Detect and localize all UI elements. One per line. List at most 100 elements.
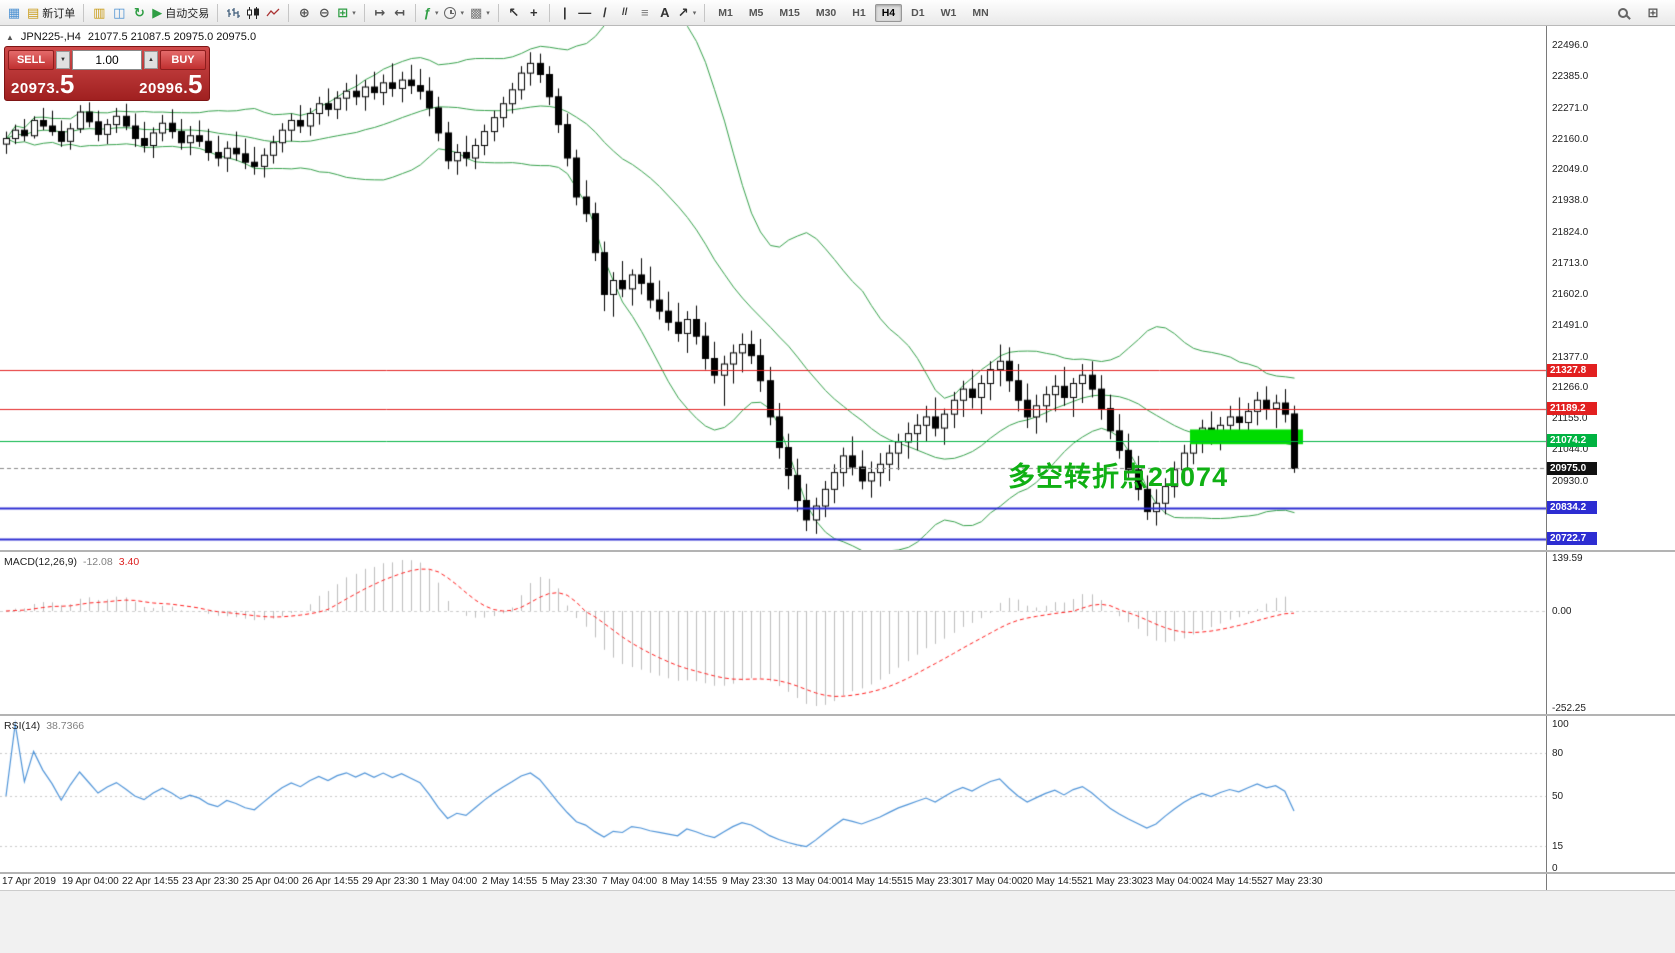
time-axis-label: 8 May 14:55 bbox=[662, 876, 718, 887]
time-axis-label: 24 May 14:55 bbox=[1202, 876, 1263, 887]
time-axis-label: 2 May 14:55 bbox=[482, 876, 538, 887]
timeframe-m5-button[interactable]: M5 bbox=[748, 6, 764, 19]
charts-bar-icon[interactable]: ▥ bbox=[93, 4, 106, 20]
toolbar-separator bbox=[83, 3, 85, 22]
timeframe-mn-button[interactable]: MN bbox=[972, 6, 989, 19]
sell-price-big-digit: 5 bbox=[59, 69, 75, 99]
rsi-name: RSI(14) bbox=[4, 720, 41, 732]
macd-name: MACD(12,26,9) bbox=[4, 556, 77, 568]
price-axis-label: 21602.0 bbox=[1552, 288, 1589, 300]
indicators-icon[interactable]: ƒ ▾ bbox=[423, 5, 439, 20]
rsi-axis-label: 80 bbox=[1552, 747, 1564, 759]
volume-decrease-button[interactable]: ▼ bbox=[56, 51, 70, 69]
price-axis-label: 22160.0 bbox=[1552, 133, 1589, 145]
macd-axis-label: -252.25 bbox=[1552, 703, 1586, 714]
price-axis-label: 21377.0 bbox=[1552, 351, 1589, 363]
timeframe-w1-button[interactable]: W1 bbox=[940, 6, 957, 19]
window-icon[interactable]: ▦ bbox=[7, 4, 21, 20]
arrows-icon[interactable]: ↗ ▾ bbox=[677, 4, 697, 20]
zoom-out-icon[interactable]: ⊖ bbox=[318, 4, 330, 20]
chart-shift-icon[interactable]: ↤ bbox=[394, 4, 406, 20]
profiles-icon[interactable]: ◫ bbox=[113, 4, 126, 20]
price-axis-label: 22049.0 bbox=[1552, 164, 1589, 176]
time-axis-label: 23 Apr 23:30 bbox=[182, 876, 239, 887]
buy-price-main: 20996. bbox=[139, 80, 189, 97]
buy-price-big-digit: 5 bbox=[188, 69, 203, 99]
rsi-axis-label: 50 bbox=[1552, 791, 1564, 802]
time-axis-label: 19 Apr 04:00 bbox=[62, 876, 119, 887]
buy-button[interactable]: BUY bbox=[160, 50, 206, 70]
time-axis-label: 1 May 04:00 bbox=[422, 876, 478, 887]
time-axis-label: 29 Apr 23:30 bbox=[362, 876, 419, 887]
timeframe-m15-button[interactable]: M15 bbox=[779, 6, 800, 19]
new-chart-icon[interactable]: ⊞ bbox=[1647, 4, 1659, 20]
macd-indicator-label: MACD(12,26,9) -12.08 3.40 bbox=[4, 556, 139, 568]
bar-chart-icon[interactable] bbox=[223, 3, 243, 23]
toolbar-separator bbox=[548, 3, 550, 22]
zoom-in-icon[interactable]: ⊕ bbox=[298, 4, 310, 20]
line-chart-icon[interactable] bbox=[263, 3, 283, 23]
price-axis-label: 21713.0 bbox=[1552, 257, 1589, 269]
autotrading-button[interactable]: ▶ 自动交易 bbox=[152, 4, 210, 20]
tile-windows-icon[interactable]: ⊞ ▾ bbox=[337, 4, 356, 20]
price-axis-label: 21155.0 bbox=[1552, 413, 1588, 425]
macd-signal-value: 3.40 bbox=[118, 556, 140, 568]
channel-icon[interactable]: // bbox=[622, 7, 628, 18]
timeframe-m1-button[interactable]: M1 bbox=[718, 6, 733, 19]
one-click-trading-panel: SELL ▼ ▲ BUY 20973.5 20996.5 bbox=[4, 46, 210, 101]
time-axis-label: 17 May 04:00 bbox=[962, 876, 1023, 887]
fibonacci-icon[interactable]: ≡ bbox=[641, 5, 649, 20]
price-chart-canvas[interactable] bbox=[0, 26, 1546, 550]
new-order-button[interactable]: ▤ 新订单 bbox=[27, 4, 76, 20]
rsi-indicator-label: RSI(14) 38.7366 bbox=[4, 720, 84, 732]
time-axis-label: 22 Apr 14:55 bbox=[122, 876, 179, 887]
text-icon[interactable]: A bbox=[660, 5, 670, 20]
time-axis-label: 27 May 23:30 bbox=[1262, 876, 1323, 887]
timeframe-h1-button[interactable]: H1 bbox=[852, 6, 866, 19]
rsi-value: 38.7366 bbox=[46, 720, 85, 732]
one-click-toggle-arrow[interactable]: ▲ bbox=[6, 32, 14, 42]
toolbar: ▦ ▤ 新订单 ▥ ◫ ↻ ▶ 自动交易 ⊕ ⊖ ⊞ ▾ ↦ ↤ ƒ ▾ ▾ ▩ ▾ ↖ + | — ///≡ A ↗ ▾ M1 M5 M… bbox=[0, 0, 1675, 26]
price-axis-label: 21266.0 bbox=[1552, 382, 1589, 394]
timeframe-h4-button[interactable]: H4 bbox=[874, 3, 903, 22]
timeframe-m30-button[interactable]: M30 bbox=[815, 6, 837, 19]
cursor-icon[interactable]: ↖ bbox=[508, 4, 520, 20]
symbol-info: ▲ JPN225-,H4 21077.5 21087.5 20975.0 209… bbox=[6, 31, 256, 43]
panel-splitter[interactable] bbox=[0, 714, 1675, 716]
volume-input[interactable] bbox=[72, 50, 142, 70]
sell-button[interactable]: SELL bbox=[8, 50, 54, 70]
time-axis-label: 7 May 04:00 bbox=[602, 876, 658, 887]
templates-icon[interactable]: ▩ ▾ bbox=[469, 4, 490, 20]
search-icon[interactable] bbox=[1615, 3, 1635, 23]
trendline-icon[interactable]: / bbox=[602, 5, 607, 20]
periods-icon[interactable]: ▾ bbox=[441, 3, 467, 23]
refresh-icon[interactable]: ↻ bbox=[133, 4, 145, 20]
panel-splitter[interactable] bbox=[0, 872, 1675, 874]
buy-price[interactable]: 20996.5 bbox=[139, 71, 203, 97]
toolbar-right: ⊞ bbox=[1615, 3, 1671, 23]
horizontal-line-icon[interactable]: — bbox=[578, 5, 592, 20]
macd-panel-canvas[interactable] bbox=[0, 552, 1546, 714]
symbol-ohlc: 21077.5 21087.5 20975.0 20975.0 bbox=[87, 31, 257, 43]
trade-panel-controls: SELL ▼ ▲ BUY bbox=[8, 50, 206, 70]
vertical-line-icon[interactable]: | bbox=[562, 5, 567, 20]
symbol-name: JPN225-,H4 bbox=[20, 31, 81, 43]
panel-splitter[interactable] bbox=[0, 550, 1675, 552]
volume-increase-button[interactable]: ▲ bbox=[144, 51, 158, 69]
candlestick-chart-icon[interactable] bbox=[243, 3, 263, 23]
price-tag: 21189.2 bbox=[1547, 402, 1597, 416]
price-axis[interactable] bbox=[1546, 26, 1675, 890]
timeframe-d1-button[interactable]: D1 bbox=[911, 6, 925, 19]
bottom-strip bbox=[0, 890, 1675, 953]
chart-annotation-text[interactable]: 多空转折点21074 bbox=[1008, 462, 1229, 492]
price-axis-label: 22496.0 bbox=[1552, 40, 1589, 51]
crosshair-icon[interactable]: + bbox=[530, 5, 538, 20]
rsi-panel-canvas[interactable] bbox=[0, 716, 1546, 872]
sell-price-main: 20973. bbox=[11, 80, 60, 97]
sell-price[interactable]: 20973.5 bbox=[11, 71, 75, 97]
time-axis-label: 26 Apr 14:55 bbox=[302, 876, 359, 887]
time-axis-label: 21 May 23:30 bbox=[1082, 876, 1143, 887]
auto-scroll-icon[interactable]: ↦ bbox=[374, 4, 386, 20]
time-axis-label: 15 May 23:30 bbox=[902, 876, 963, 887]
